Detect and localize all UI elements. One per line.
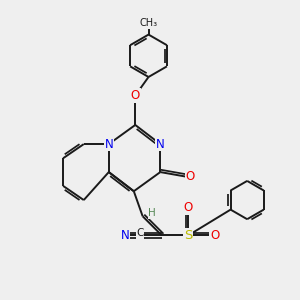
Text: S: S xyxy=(184,229,193,242)
Text: N: N xyxy=(104,138,113,151)
Text: O: O xyxy=(185,170,195,183)
Text: N: N xyxy=(121,229,129,242)
Text: N: N xyxy=(156,138,165,151)
Text: O: O xyxy=(131,89,140,102)
Text: O: O xyxy=(131,89,140,102)
Text: H: H xyxy=(148,208,156,218)
Text: CH₃: CH₃ xyxy=(140,18,158,28)
Text: C: C xyxy=(136,228,143,238)
Text: O: O xyxy=(210,229,219,242)
Text: O: O xyxy=(184,201,193,214)
